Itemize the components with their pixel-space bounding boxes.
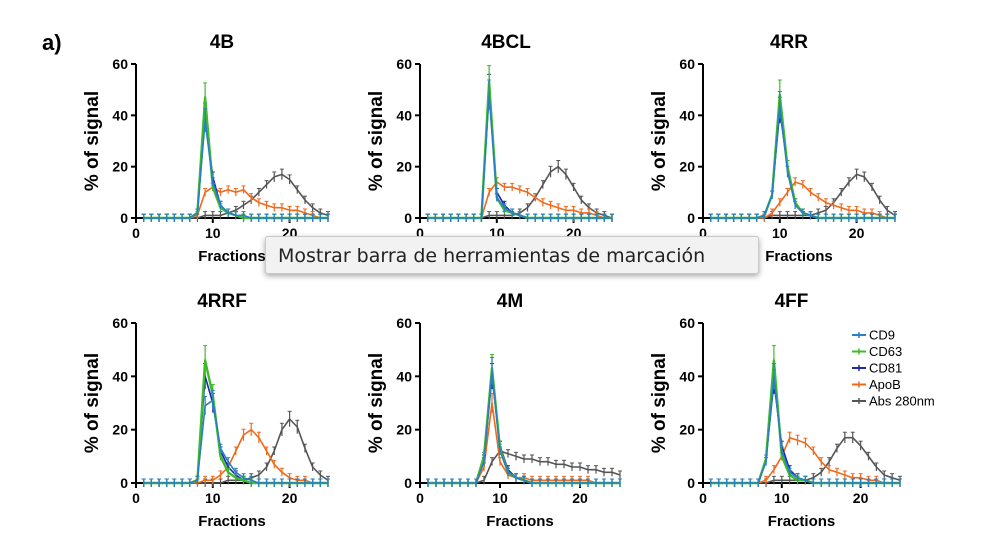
series-line-cd9	[428, 370, 620, 484]
x-tick-label: 10	[205, 490, 221, 506]
x-tick-label: 20	[849, 225, 865, 241]
legend-item: Abs 280nm	[852, 394, 935, 409]
series-line-cd81	[143, 375, 328, 484]
legend-label: Abs 280nm	[869, 394, 935, 409]
tooltip-text: Mostrar barra de herramientas de marcaci…	[278, 245, 706, 267]
legend-item: CD81	[852, 361, 902, 376]
y-tick-label: 60	[396, 315, 412, 331]
y-axis-label: % of signal	[366, 91, 387, 191]
x-tick-label: 0	[416, 225, 424, 241]
legend-label: CD63	[869, 344, 902, 359]
figure-label: a)	[42, 30, 62, 55]
panel-title: 4FF	[775, 291, 809, 312]
x-tick-label: 0	[699, 490, 707, 506]
legend-item: CD63	[852, 344, 902, 359]
x-tick-label: 0	[416, 490, 424, 506]
x-tick-label: 10	[772, 225, 788, 241]
chart-panel-4M: 4M 0 20 40 60 0 10 20 Fractions % of signal	[366, 291, 622, 530]
chart-panel-4FF: 4FF 0 20 40 60 0 10 20 Fractions % of signal	[649, 291, 902, 530]
chart-panel-4BCL: 4BCL020406001020Fractions% of signal	[366, 32, 614, 265]
y-tick-label: 0	[404, 475, 412, 491]
x-tick-label: 0	[132, 225, 140, 241]
y-tick-label: 60	[679, 315, 695, 331]
series-line-cd9	[710, 375, 900, 484]
x-tick-label: 10	[774, 490, 790, 506]
y-tick-label: 40	[396, 368, 412, 384]
y-tick-label: 20	[112, 422, 128, 438]
x-tick-label: 20	[853, 490, 869, 506]
y-tick-label: 60	[112, 56, 128, 72]
series-line-cd81	[710, 109, 895, 219]
y-tick-label: 60	[679, 56, 695, 72]
series-line-cd63	[427, 80, 612, 220]
series-line-cd63	[143, 359, 328, 485]
x-tick-label: 20	[282, 490, 298, 506]
y-axis-label: % of signal	[649, 91, 670, 191]
series-line-cd9	[710, 104, 895, 219]
legend-item: ApoB	[852, 377, 901, 392]
legend-label: CD81	[869, 361, 902, 376]
markup-toolbar-tooltip: Mostrar barra de herramientas de marcaci…	[265, 236, 759, 274]
y-axis-label: % of signal	[82, 353, 103, 453]
series-line-cd81	[427, 88, 612, 219]
series-line-cd9	[143, 119, 328, 219]
x-axis-label: Fractions	[486, 513, 554, 530]
x-axis-label: Fractions	[198, 513, 266, 530]
y-tick-label: 40	[112, 368, 128, 384]
y-axis-label: % of signal	[366, 353, 387, 453]
y-tick-label: 20	[679, 422, 695, 438]
y-tick-label: 0	[120, 210, 128, 226]
panel-title: 4M	[497, 291, 523, 312]
panel-title: 4RR	[770, 32, 808, 53]
y-tick-label: 20	[396, 159, 412, 175]
y-tick-label: 0	[687, 210, 695, 226]
panels-group: 4B 0 20 40 60 0 10 20 Fractions % of signal 4BCL 0 2…	[82, 32, 902, 530]
chart-panel-4RR: 4RR 0 20 40 60 0 10 20 Fractions % of signal	[649, 32, 897, 265]
series-line-cd63	[710, 93, 895, 220]
x-tick-label: 10	[492, 490, 508, 506]
y-tick-label: 20	[679, 159, 695, 175]
legend-label: ApoB	[869, 377, 901, 392]
x-axis-label: Fractions	[765, 248, 833, 265]
x-axis-label: Fractions	[198, 248, 266, 265]
x-tick-label: 20	[572, 490, 588, 506]
x-tick-label: 10	[205, 225, 221, 241]
series-line-cd81	[143, 114, 328, 219]
y-tick-label: 40	[396, 107, 412, 123]
x-tick-label: 0	[699, 225, 707, 241]
y-tick-label: 60	[112, 315, 128, 331]
series-line-cd63	[428, 367, 620, 485]
y-tick-label: 20	[396, 422, 412, 438]
panel-title: 4BCL	[481, 32, 531, 53]
panel-title: 4B	[210, 32, 234, 53]
legend-item: CD9	[852, 328, 895, 343]
y-tick-label: 40	[679, 107, 695, 123]
y-tick-label: 0	[687, 475, 695, 491]
x-tick-label: 0	[132, 490, 140, 506]
x-axis-label: Fractions	[768, 513, 836, 530]
y-tick-label: 0	[404, 210, 412, 226]
y-tick-label: 60	[396, 56, 412, 72]
series-line-cd81	[428, 375, 620, 484]
y-tick-label: 40	[679, 368, 695, 384]
series-line-apob	[428, 402, 620, 484]
chart-panel-4RRF: 4RRF 0 20 40 60 0 10 20 Fractions % of signal	[82, 291, 330, 530]
legend-label: CD9	[869, 328, 895, 343]
y-tick-label: 20	[112, 159, 128, 175]
y-axis-label: % of signal	[82, 91, 103, 191]
y-tick-label: 0	[120, 475, 128, 491]
series-line-cd9	[427, 94, 612, 219]
series-line-cd63	[143, 96, 328, 220]
panel-title: 4RRF	[197, 291, 247, 312]
y-axis-label: % of signal	[649, 353, 670, 453]
y-tick-label: 40	[112, 107, 128, 123]
